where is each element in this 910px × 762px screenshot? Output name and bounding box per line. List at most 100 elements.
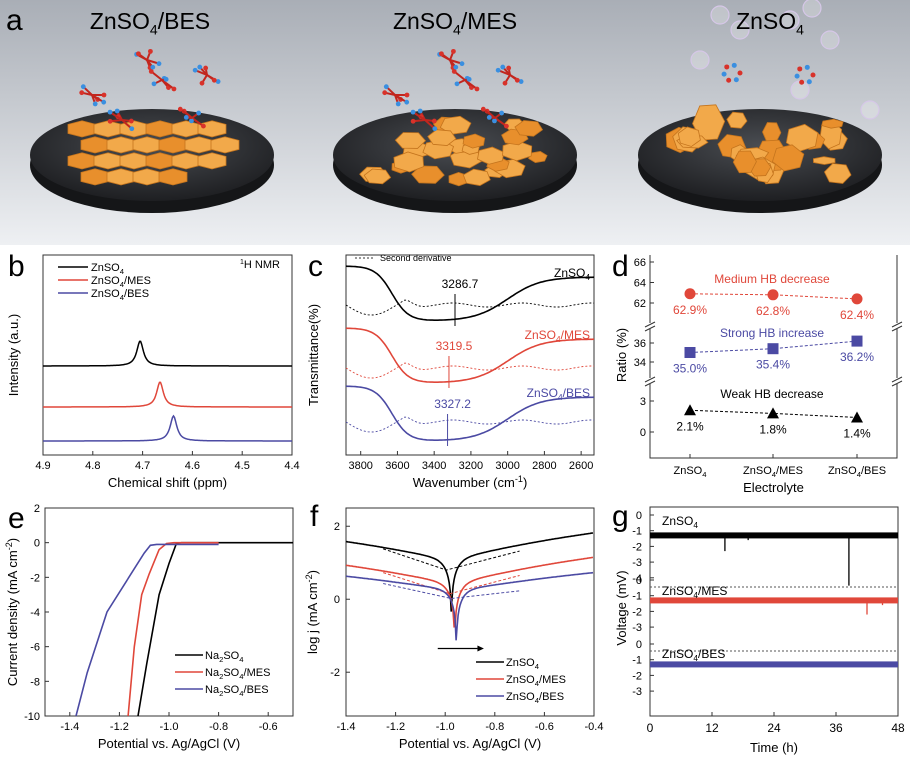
zinc-plate — [132, 136, 162, 154]
y-tick-label: 62 — [634, 298, 646, 310]
molecule-atom — [518, 79, 524, 84]
spectrum-line — [345, 327, 595, 383]
x-tick-label: 3600 — [385, 460, 409, 472]
peak-label: 3327.2 — [434, 397, 471, 411]
zinc-plate — [692, 104, 726, 141]
title-sub: 4 — [453, 21, 461, 38]
panel-label-g: g — [612, 500, 629, 533]
molecule-atom — [156, 61, 162, 67]
hydrogen-bubble — [710, 5, 730, 25]
ion-atom — [724, 64, 730, 70]
axis-break-gap — [646, 378, 654, 384]
zinc-plate — [184, 136, 214, 154]
series-label: ZnSO4/BES — [662, 647, 725, 663]
y-tick-label: 0 — [640, 427, 646, 439]
zinc-plate — [93, 120, 123, 138]
y-tick-label: -2 — [330, 667, 340, 679]
y-tick-label: 0 — [334, 594, 340, 606]
x-tick-label: 36 — [829, 721, 843, 735]
series-label: ZnSO4/MES — [525, 328, 590, 344]
y-tick-label: 0 — [34, 538, 40, 550]
ion-atom — [806, 79, 812, 85]
molecule-atom — [459, 61, 465, 67]
y-tick-label: -4 — [30, 607, 40, 619]
zinc-plate — [67, 152, 97, 170]
x-axis-label: Time (h) — [750, 740, 798, 755]
zinc-plate — [812, 156, 836, 165]
zinc-plate — [145, 120, 175, 138]
plot-frame — [345, 507, 595, 717]
series-line-ZnSO4 — [43, 340, 292, 367]
data-label: 35.4% — [756, 358, 790, 372]
legend-label: Na2SO4/BES — [205, 684, 269, 698]
voltage-trace — [650, 532, 898, 539]
zinc-plate — [80, 168, 110, 186]
molecule-atom — [439, 51, 444, 57]
axis-break — [891, 325, 903, 332]
title-main: ZnSO — [89, 8, 150, 34]
chart-f-tafel: -1.4 -1.2 -1.0 -0.8 -0.6 -0.4 2 0 -2 Potential vs… — [304, 507, 603, 751]
molecule-atom — [80, 84, 86, 90]
polarization-curve — [345, 571, 594, 641]
x-tick-label: 3400 — [422, 460, 446, 472]
y-tick-label: -2 — [30, 572, 40, 584]
ion-atom — [794, 73, 800, 79]
plot-frame — [345, 254, 595, 456]
series-label: ZnSO4 — [554, 266, 590, 282]
chart-c-ftir: 3800 3600 3400 3200 3000 2800 2600 Wavenumber (… — [306, 253, 595, 490]
axis-break — [891, 380, 903, 387]
zinc-plate — [823, 163, 852, 184]
series-label: ZnSO4 — [662, 514, 698, 530]
x-tick-label: -1.0 — [160, 721, 179, 733]
molecule-atom — [114, 108, 120, 114]
zinc-plate — [821, 118, 844, 129]
molecule-atom — [514, 77, 520, 83]
data-point — [767, 289, 779, 301]
molecule-atom — [107, 118, 113, 124]
x-tick-label: -0.6 — [259, 721, 278, 733]
spectrum-line — [345, 265, 595, 321]
y-tick-label: -2 — [632, 541, 642, 553]
y-tick-label: 2 — [34, 503, 40, 515]
series-title: Strong HB increase — [720, 326, 824, 340]
y-tick-label: -3 — [632, 622, 642, 634]
data-label: 1.8% — [759, 422, 787, 436]
y-tick-label: -2 — [632, 606, 642, 618]
series-title: Weak HB decrease — [720, 387, 823, 401]
zinc-plate — [427, 129, 457, 146]
y-tick-label: 2 — [334, 521, 340, 533]
second-derivative-line — [345, 362, 595, 379]
zinc-plate — [145, 152, 175, 170]
x-tick-label: ZnSO4 — [673, 465, 707, 479]
peak-label: 3319.5 — [436, 339, 473, 353]
zinc-plate — [462, 133, 486, 149]
y-tick-label: -2 — [632, 670, 642, 682]
data-label: 62.4% — [840, 308, 874, 322]
zinc-plate — [393, 151, 425, 173]
data-point — [684, 288, 696, 300]
molecule-atom — [201, 123, 206, 129]
x-tick-label: 3000 — [495, 460, 519, 472]
molecule-bond — [482, 108, 496, 119]
zinc-plate — [197, 152, 227, 170]
hydrogen-bubble — [780, 10, 800, 30]
ion-atom — [721, 71, 727, 77]
x-tick-label: 2800 — [532, 460, 556, 472]
molecule-atom — [151, 81, 157, 87]
molecule-atom — [199, 80, 205, 86]
y-axis-label: Transmittance(%) — [306, 304, 321, 406]
title-sub: 4 — [796, 21, 804, 38]
molecule-atom — [404, 99, 410, 105]
x-axis-label: Potential vs. Ag/AgCl (V) — [399, 736, 541, 751]
series-title: Medium HB decrease — [714, 272, 830, 286]
zinc-plate — [119, 152, 149, 170]
molecule-atom — [480, 106, 486, 112]
x-tick-label: 24 — [767, 721, 781, 735]
x-tick-label: 3800 — [348, 460, 372, 472]
axis-break-gap — [893, 323, 901, 329]
molecule-atom — [499, 110, 505, 116]
y-tick-label: -10 — [24, 711, 40, 723]
y-tick-label: -3 — [632, 686, 642, 698]
molecule-atom — [79, 90, 85, 96]
